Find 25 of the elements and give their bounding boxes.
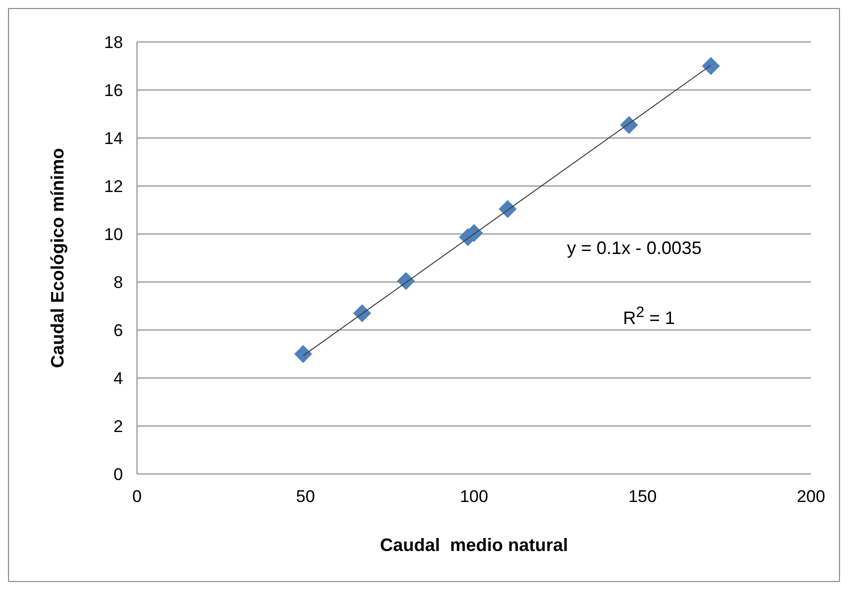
annotation: R$^{2}$ = 1 (623, 304, 675, 328)
point (396, 272, 415, 290)
y-axis-title: Caudal Ecológico mínimo (48, 148, 68, 368)
point (353, 304, 372, 322)
x-tick-label: 150 (628, 487, 657, 506)
y-tick-label: 12 (104, 177, 123, 196)
point (294, 345, 312, 363)
point (702, 57, 720, 75)
x-tick-label: 0 (132, 487, 142, 506)
y-tick-label: 2 (114, 417, 123, 436)
point (498, 200, 517, 218)
x-tick-label: 200 (796, 487, 826, 506)
x-tick-label: 100 (460, 487, 488, 506)
x-axis-title: Caudal medio natural (378, 535, 570, 556)
annotation: y = 0.1x - 0.0035 (567, 238, 702, 258)
y-tick-label: 16 (104, 81, 123, 100)
point (620, 116, 638, 134)
y-tick-label: 10 (104, 225, 123, 244)
y-tick-label: 0 (114, 465, 123, 484)
y-tick-label: 4 (114, 369, 123, 388)
y-tick-label: 8 (114, 273, 123, 292)
x-tick-label: 50 (296, 487, 315, 506)
y-tick-label: 6 (114, 321, 123, 340)
y-tick-label: 14 (104, 129, 123, 148)
y-tick-label: 18 (104, 33, 123, 52)
